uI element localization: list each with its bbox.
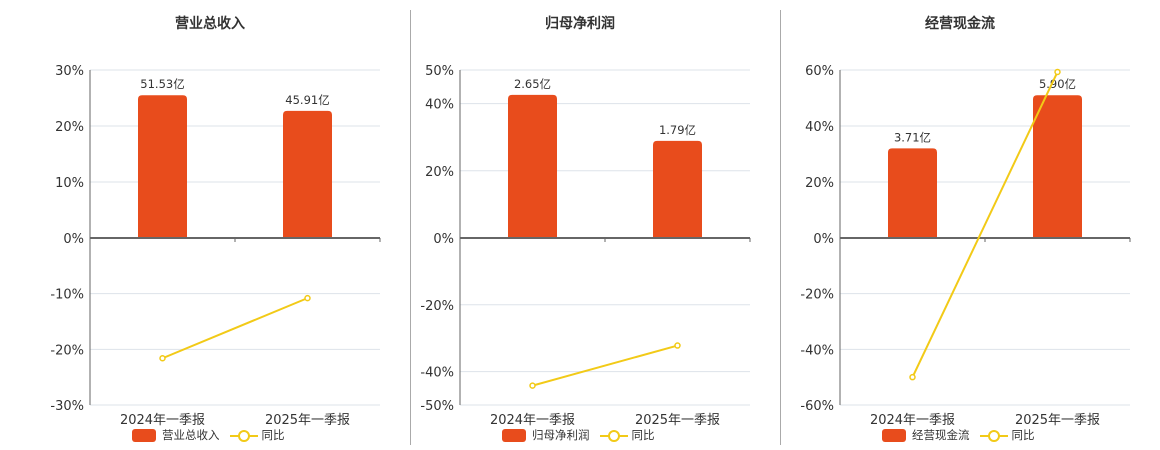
bar[interactable] bbox=[1033, 95, 1082, 238]
yoy-line bbox=[911, 71, 1059, 378]
bar[interactable] bbox=[508, 94, 557, 238]
chart-legend: 经营现金流 同比 bbox=[882, 427, 1035, 443]
legend-bar-swatch[interactable] bbox=[132, 428, 156, 442]
bar[interactable] bbox=[653, 140, 702, 238]
x-category-label: 2024年一季报 bbox=[120, 413, 205, 428]
y-tick-label: -20% bbox=[800, 288, 834, 303]
x-category-label: 2025年一季报 bbox=[1015, 413, 1100, 428]
yoy-line bbox=[532, 344, 678, 387]
chart-title: 营业总收入 bbox=[175, 16, 245, 32]
legend-bar-label[interactable]: 营业总收入 bbox=[162, 428, 220, 442]
yoy-point[interactable] bbox=[909, 373, 916, 381]
yoy-point[interactable] bbox=[159, 354, 166, 362]
legend-line-label[interactable]: 同比 bbox=[1011, 428, 1035, 442]
legend-bar-label[interactable]: 归母净利润 bbox=[532, 428, 590, 442]
y-tick-label: 10% bbox=[55, 176, 84, 191]
y-tick-label: 20% bbox=[425, 165, 454, 180]
legend-line-label[interactable]: 同比 bbox=[261, 428, 285, 442]
x-category-label: 2024年一季报 bbox=[490, 413, 575, 428]
yoy-point[interactable] bbox=[674, 342, 681, 349]
bar-value-label: 3.71亿 bbox=[894, 130, 931, 144]
y-tick-label: -40% bbox=[420, 366, 454, 381]
yoy-point[interactable] bbox=[304, 294, 311, 302]
y-tick-label: 0% bbox=[433, 232, 454, 247]
chart-legend: 营业总收入 同比 bbox=[132, 427, 285, 443]
yoy-line bbox=[162, 297, 308, 360]
y-tick-label: -10% bbox=[50, 288, 84, 303]
y-tick-label: 0% bbox=[813, 232, 834, 247]
y-tick-label: 40% bbox=[425, 98, 454, 113]
yoy-point[interactable] bbox=[1054, 68, 1061, 76]
legend-bar-swatch[interactable] bbox=[502, 428, 526, 442]
bar-value-label: 1.79亿 bbox=[659, 123, 696, 137]
bar-value-label: 51.53亿 bbox=[140, 77, 184, 91]
y-tick-label: -20% bbox=[420, 299, 454, 314]
y-tick-label: 30% bbox=[55, 64, 84, 79]
legend-line-icon[interactable] bbox=[229, 429, 258, 442]
bar[interactable] bbox=[283, 110, 332, 238]
panel-divider bbox=[410, 10, 411, 445]
legend-line-icon[interactable] bbox=[599, 429, 628, 442]
legend-bar-swatch[interactable] bbox=[882, 428, 906, 442]
legend-line-label[interactable]: 同比 bbox=[631, 428, 655, 442]
yoy-point[interactable] bbox=[529, 382, 536, 389]
y-tick-label: 0% bbox=[63, 232, 84, 247]
y-tick-label: -50% bbox=[420, 399, 454, 414]
x-category-label: 2025年一季报 bbox=[635, 413, 720, 428]
y-tick-label: -40% bbox=[800, 343, 834, 358]
y-tick-label: 20% bbox=[55, 120, 84, 135]
y-tick-label: -30% bbox=[50, 399, 84, 414]
chart-title: 归母净利润 bbox=[545, 16, 615, 32]
legend-bar-label[interactable]: 经营现金流 bbox=[912, 428, 970, 442]
x-category-label: 2024年一季报 bbox=[870, 413, 955, 428]
bar-value-label: 2.65亿 bbox=[514, 77, 551, 91]
y-tick-label: 20% bbox=[805, 176, 834, 191]
y-tick-label: 60% bbox=[805, 64, 834, 79]
legend-line-icon[interactable] bbox=[979, 429, 1008, 442]
chart-legend: 归母净利润 同比 bbox=[502, 427, 655, 443]
bar[interactable] bbox=[888, 148, 937, 238]
y-tick-label: -60% bbox=[800, 399, 834, 414]
y-tick-label: 50% bbox=[425, 64, 454, 79]
bar-value-label: 45.91亿 bbox=[285, 93, 329, 107]
x-category-label: 2025年一季报 bbox=[265, 413, 350, 428]
bar-value-label: 5.90亿 bbox=[1039, 77, 1076, 91]
bar[interactable] bbox=[138, 95, 187, 238]
y-tick-label: -20% bbox=[50, 343, 84, 358]
panel-divider bbox=[780, 10, 781, 445]
y-tick-label: 40% bbox=[805, 120, 834, 135]
chart-title: 经营现金流 bbox=[925, 16, 995, 32]
